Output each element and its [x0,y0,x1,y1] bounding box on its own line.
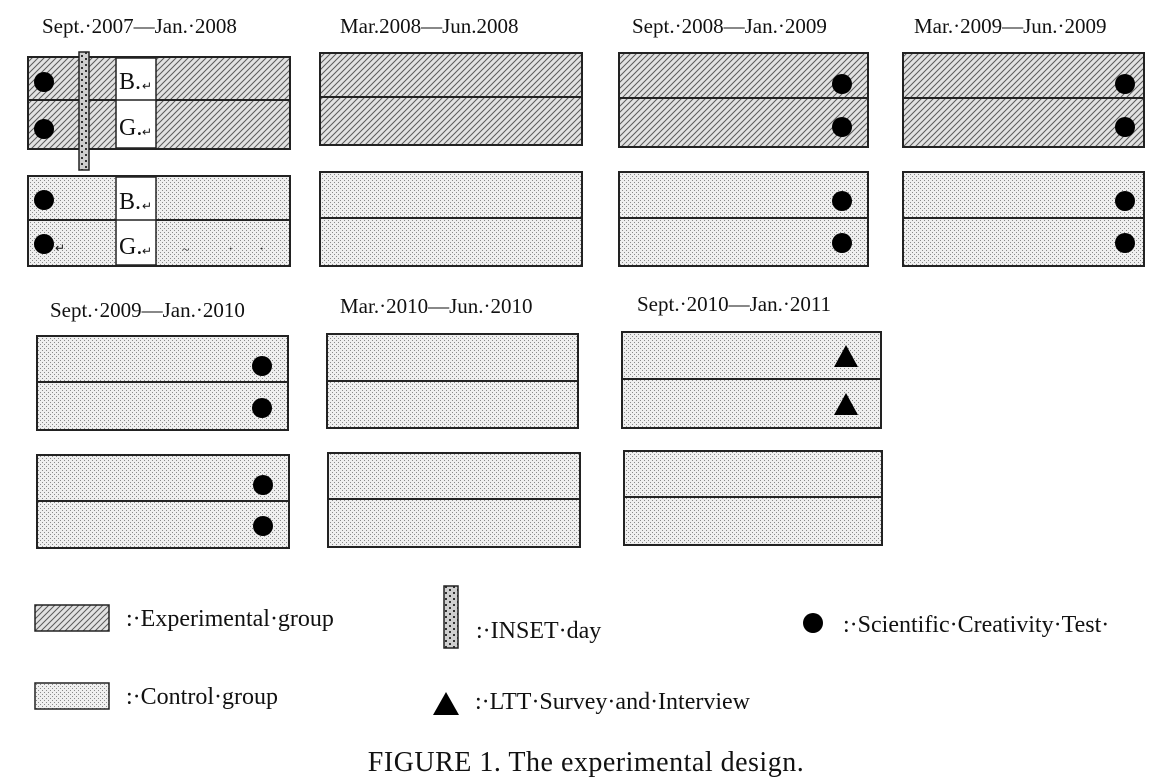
period-1-control-group: B. ↵ G. ↵ ↵ ~ · · [27,175,291,267]
period-2-experimental-group [319,52,583,146]
return-mark: ↵ [142,199,152,213]
test-marker [34,72,54,92]
period-label-5: Sept.·2009—Jan.·2010 [50,298,245,322]
period-3-experimental-group [618,52,869,148]
legend-experimental-swatch [34,604,110,632]
test-marker [252,356,272,376]
period-7-upper-group [621,331,882,429]
legend-ltt-triangle [433,692,459,715]
period-1-experimental-group: B. ↵ G. ↵ [27,51,291,171]
period-label-1: Sept.·2007—Jan.·2008 [42,14,237,38]
legend-ltt-label: :·LTT·Survey·and·Interview [475,689,751,715]
return-mark-left: ↵ [55,241,65,255]
experimental-box [27,56,291,150]
figure-caption: FIGURE 1. The experimental design. [368,747,804,778]
period-6-lower-group [327,452,581,548]
period-5-upper-group [36,335,289,431]
test-marker [832,74,852,94]
period-label-2: Mar.2008—Jun.2008 [340,14,519,38]
label-box [115,57,157,149]
test-marker [253,516,273,536]
legend-control-swatch [34,682,110,710]
girls-label: G. [119,234,142,260]
legend-test-label: :·Scientific·Creativity·Test· [843,612,1109,638]
test-marker [1115,233,1135,253]
period-2-control-group [319,171,583,267]
inset-day-bar [78,51,90,171]
legend-test-dot [803,613,823,633]
legend-experimental-label: :·Experimental·group [126,606,334,632]
period-label-7: Sept.·2010—Jan.·2011 [637,292,831,316]
period-label-4: Mar.·2009—Jun.·2009 [914,14,1107,38]
label-box [115,176,157,266]
return-mark: ↵ [142,79,152,93]
test-marker [1115,74,1135,94]
period-3-control-group [618,171,869,267]
return-mark: ↵ [142,244,152,258]
test-marker [34,234,54,254]
boys-label: B. [119,189,141,215]
tilde-mark: ~ [182,243,190,258]
period-5-lower-group [36,454,290,549]
legend-inset-swatch [443,585,459,649]
return-mark: ↵ [142,125,152,139]
ltt-marker [834,393,858,415]
period-label-6: Mar.·2010—Jun.·2010 [340,294,533,318]
experimental-box [618,52,869,148]
period-7-lower-group [623,450,883,546]
dot-mark: · [259,241,264,258]
boys-label: B. [119,69,141,95]
period-6-upper-group [326,333,579,429]
test-marker [252,398,272,418]
experimental-box [319,52,583,146]
test-marker [253,475,273,495]
legend: :·Experimental·group :·Control·group :·I… [34,585,1109,715]
test-marker [832,117,852,137]
period-label-3: Sept.·2008—Jan.·2009 [632,14,827,38]
legend-inset-label: :·INSET·day [476,618,601,644]
test-marker [1115,191,1135,211]
test-marker [34,190,54,210]
period-4-experimental-group [902,52,1145,148]
test-marker [832,191,852,211]
girls-label: G. [119,115,142,141]
dot-mark: · [228,241,233,258]
ltt-marker [834,345,858,367]
period-4-control-group [902,171,1145,267]
experimental-box [902,52,1145,148]
test-marker [1115,117,1135,137]
legend-control-label: :·Control·group [126,684,278,710]
test-marker [832,233,852,253]
test-marker [34,119,54,139]
